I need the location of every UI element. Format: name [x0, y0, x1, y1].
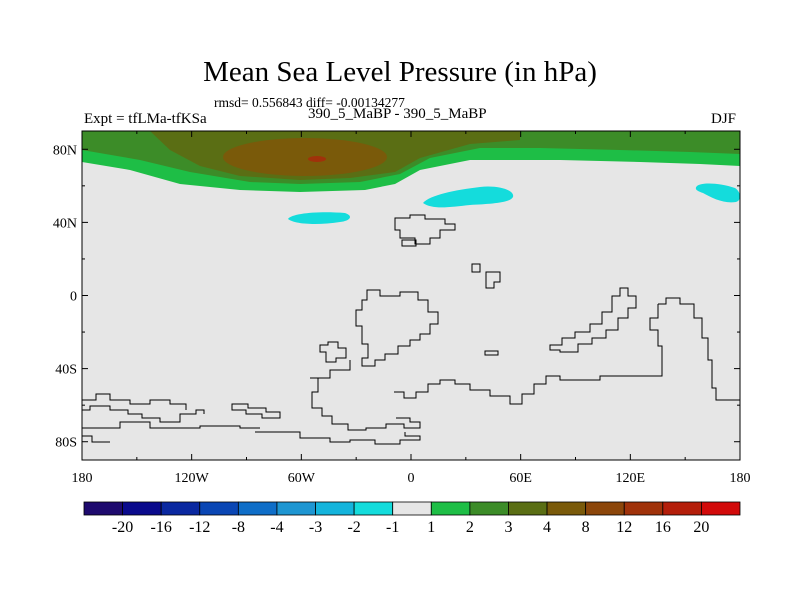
colorbar-swatch: [122, 501, 162, 516]
colorbar-swatch: [353, 501, 394, 516]
colorbar-swatch: [623, 501, 664, 516]
anomaly-patch-minus-1: [423, 186, 514, 208]
lon-tick-label: 60W: [288, 471, 316, 486]
colorbar-label: -1: [386, 519, 399, 536]
colorbar-label: 2: [466, 519, 474, 536]
anomaly-band-12: [308, 156, 326, 162]
lat-tick-label: 40S: [55, 363, 77, 378]
colorbar-swatch: [392, 501, 432, 516]
colorbar-swatch: [237, 501, 278, 516]
lat-tick-label: 80N: [53, 143, 77, 158]
colorbar-swatch: [160, 501, 201, 516]
colorbar-swatch: [701, 501, 741, 516]
colorbar-swatch: [199, 501, 239, 516]
experiment-label: Expt = tfLMa-tfKSa: [84, 111, 207, 127]
comparison-label: 390_5_MaBP - 390_5_MaBP: [308, 106, 487, 122]
colorbar-swatch: [276, 501, 316, 516]
lon-tick-label: 120E: [616, 471, 646, 486]
colorbar-swatch: [315, 501, 355, 516]
colorbar-label: -2: [347, 519, 360, 536]
coastlines: [82, 214, 740, 445]
colorbar-label: 4: [543, 519, 551, 536]
anomaly-patch-minus-1: [288, 212, 351, 224]
colorbar-swatch: [469, 501, 509, 516]
lat-tick-label: 80S: [55, 436, 77, 451]
colorbar-label: 12: [616, 519, 632, 536]
colorbar-swatch: [508, 501, 548, 516]
season-label: DJF: [711, 111, 737, 127]
colorbar-label: 8: [582, 519, 590, 536]
lat-tick-label: 0: [70, 290, 77, 305]
colorbar-label: -20: [112, 519, 133, 536]
colorbar-label: 3: [504, 519, 512, 536]
colorbar-label: -4: [270, 519, 283, 536]
colorbar-label: -8: [232, 519, 245, 536]
map-plot-area: [82, 131, 740, 460]
anomaly-band-8: [223, 138, 387, 176]
lon-tick-label: 120W: [175, 471, 210, 486]
colorbar-label: -12: [189, 519, 210, 536]
colorbar-label: 1: [427, 519, 435, 536]
colorbar-label: -16: [151, 519, 172, 536]
lat-tick-label: 40N: [53, 216, 77, 231]
colorbar-swatch: [430, 501, 471, 516]
map-title: Mean Sea Level Pressure (in hPa): [203, 56, 597, 88]
colorbar-swatch: [585, 501, 625, 516]
lon-tick-label: 0: [408, 471, 415, 486]
colorbar-label: -3: [309, 519, 322, 536]
colorbar-label: 20: [693, 519, 709, 536]
lon-tick-label: 60E: [509, 471, 532, 486]
anomaly-patch-minus-1: [695, 183, 740, 203]
colorbar-swatch: [546, 501, 587, 516]
stats-label: rmsd= 0.556843 diff= -0.00134277: [214, 95, 405, 110]
colorbar: -20 -16 -12 -8 -4 -3 -2 -1 1 2 3 4 8 12 16 20: [83, 501, 741, 536]
colorbar-swatch: [83, 501, 123, 516]
colorbar-swatch: [662, 501, 702, 516]
lon-tick-label: 180: [72, 471, 93, 486]
colorbar-label: 16: [655, 519, 671, 536]
lon-tick-label: 180: [730, 471, 751, 486]
map-axes: 80N 40N 0 40S 80S 180 120W 60W 0 60E 120E 180: [53, 131, 751, 486]
